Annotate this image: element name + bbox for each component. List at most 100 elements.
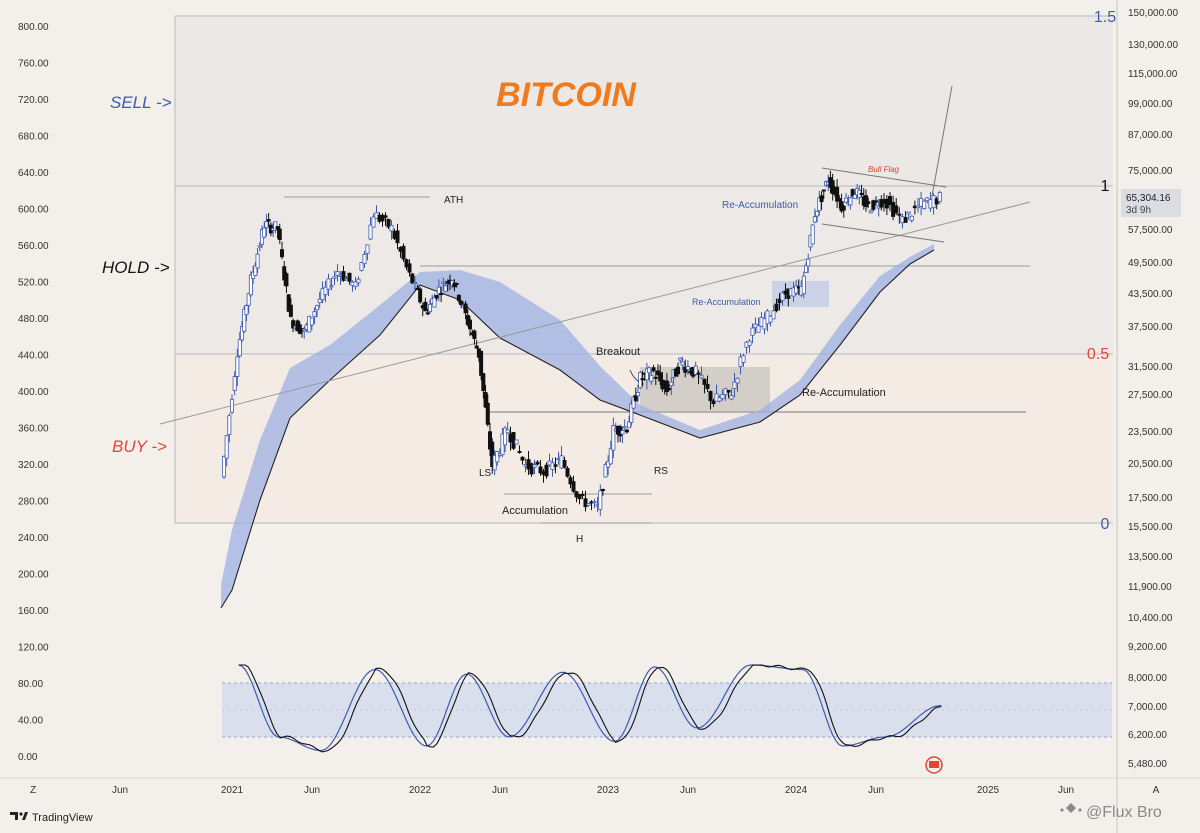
candle-body xyxy=(819,195,824,203)
candle-body xyxy=(577,494,582,500)
candle-body xyxy=(495,451,500,463)
flag-lower-line xyxy=(821,223,945,243)
candle-body xyxy=(678,357,683,361)
candle-body xyxy=(810,224,815,245)
candle-body xyxy=(611,425,616,451)
candle-body xyxy=(532,464,537,468)
fib-label-1: 1 xyxy=(1101,178,1110,195)
projection-line xyxy=(931,85,953,197)
candle-body xyxy=(897,213,902,216)
candle-body xyxy=(479,350,484,376)
candle-body xyxy=(317,298,322,304)
y-right-tick: 9,200.00 xyxy=(1128,642,1167,653)
candle-body xyxy=(750,327,755,336)
candle-body xyxy=(255,253,260,269)
osc-k-line xyxy=(238,664,942,752)
candle-body xyxy=(874,200,879,203)
hold-zone xyxy=(175,186,1113,354)
candle-body xyxy=(434,295,439,299)
candle-body xyxy=(441,281,446,284)
candle-body xyxy=(492,455,497,471)
candle-body xyxy=(410,273,415,284)
candle-body xyxy=(620,430,625,435)
candle-body xyxy=(859,192,864,195)
y-right-tick: 37,500.00 xyxy=(1128,322,1173,333)
candle-body xyxy=(221,456,226,478)
candle-body xyxy=(520,456,525,461)
candle-body xyxy=(600,489,605,492)
y-right-tick: 115,000.00 xyxy=(1128,69,1178,80)
annotation-ath: ATH xyxy=(444,195,463,206)
fib-label-0: 0 xyxy=(1101,516,1110,533)
y-right-tick: 99,000.00 xyxy=(1128,99,1173,110)
y-right-tick: 150,000.00 xyxy=(1128,8,1178,19)
price-tag-box xyxy=(1121,189,1181,217)
candle-body xyxy=(729,395,734,400)
candle-body xyxy=(239,326,244,341)
y-left-tick: 800.00 xyxy=(18,22,49,33)
candle-body xyxy=(676,366,681,375)
y-right-tick: 7,000.00 xyxy=(1128,702,1167,713)
candle-body xyxy=(696,372,701,375)
candle-body xyxy=(326,278,331,290)
candle-body xyxy=(586,503,591,506)
long-trendline xyxy=(159,201,1031,425)
y-left-tick: 560.00 xyxy=(18,241,49,252)
candle-body xyxy=(830,180,835,194)
candle-body xyxy=(463,303,468,314)
y-left-tick: 480.00 xyxy=(18,314,49,325)
candle-body xyxy=(395,230,400,244)
candle-body xyxy=(812,216,817,223)
candle-body xyxy=(487,431,492,450)
candle-timer: 3d 9h xyxy=(1126,205,1151,216)
y-left-tick: 320.00 xyxy=(18,460,49,471)
candle-body xyxy=(741,355,746,363)
candle-body xyxy=(427,303,432,313)
candle-body xyxy=(631,396,636,409)
annotation-rs: RS xyxy=(654,466,668,477)
y-left-tick: 0.00 xyxy=(18,752,38,763)
candle-body xyxy=(553,464,558,467)
candle-body xyxy=(841,205,846,211)
candle-body xyxy=(622,426,627,429)
osc-d-line xyxy=(238,664,942,753)
candle-body xyxy=(693,365,698,375)
candle-body xyxy=(852,194,857,199)
candle-body xyxy=(868,210,873,214)
candle-body xyxy=(404,259,409,268)
zone-label-sell: SELL -> xyxy=(110,93,172,112)
candle-body xyxy=(517,450,522,453)
candle-body xyxy=(568,477,573,485)
candle-body xyxy=(423,301,428,312)
candle-body xyxy=(937,192,942,202)
candle-body xyxy=(227,415,232,435)
y-left-tick: 200.00 xyxy=(18,570,49,581)
annotation-reacc-1: Re-Accumulation xyxy=(722,200,798,211)
candle-body xyxy=(365,244,370,254)
y-left-tick: 120.00 xyxy=(18,643,49,654)
candle-body xyxy=(362,254,367,265)
zone-label-buy: BUY -> xyxy=(112,437,167,456)
y-left-tick: 640.00 xyxy=(18,168,49,179)
x-tick: 2023 xyxy=(597,785,620,796)
x-tick: Jun xyxy=(680,785,696,796)
footer: TradingView @Flux Bro xyxy=(10,756,1162,824)
annotation-bull-flag: Bull Flag xyxy=(868,165,900,174)
candle-body xyxy=(603,464,608,478)
annotation-accumulation: Accumulation xyxy=(502,505,568,517)
candle-body xyxy=(291,320,296,329)
candle-body xyxy=(514,439,519,445)
candle-body xyxy=(680,361,685,366)
candle-body xyxy=(232,376,237,391)
candle-body xyxy=(756,325,761,333)
candle-body xyxy=(583,498,588,508)
y-right-tick: 87,000.00 xyxy=(1128,130,1173,141)
x-tick: 2024 xyxy=(785,785,808,796)
candle-body xyxy=(454,283,459,286)
candle-body xyxy=(866,201,871,204)
candle-body xyxy=(894,205,899,214)
candle-body xyxy=(371,216,376,228)
candle-body xyxy=(633,395,638,402)
candle-body xyxy=(848,197,853,206)
